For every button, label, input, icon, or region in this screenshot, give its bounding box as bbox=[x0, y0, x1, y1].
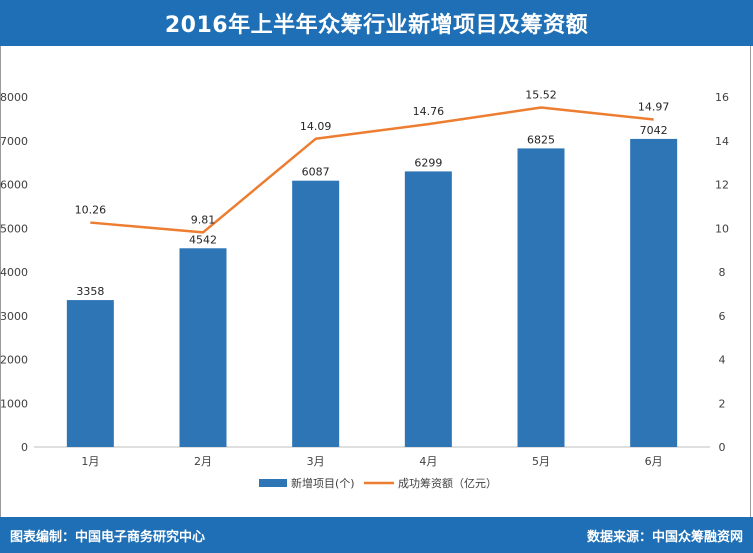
y-left-tick-label: 6000 bbox=[0, 179, 28, 192]
bar-3月 bbox=[292, 180, 340, 447]
bar-5月 bbox=[517, 148, 565, 447]
legend-bar-label: 新增项目(个) bbox=[291, 476, 355, 490]
bar-value-label: 4542 bbox=[189, 233, 217, 246]
line-value-label: 9.81 bbox=[191, 213, 216, 226]
y-left-tick-label: 2000 bbox=[0, 354, 28, 367]
y-right-tick-label: 4 bbox=[719, 354, 726, 367]
y-left-tick-label: 5000 bbox=[0, 222, 28, 235]
line-value-label: 14.76 bbox=[413, 105, 445, 118]
chart-area: 0 1000 2000 3000 4000 5000 6000 7000 8000 0 2 4 6 8 10… bbox=[0, 56, 753, 511]
bar-value-label: 7042 bbox=[640, 124, 668, 137]
bar-1月 bbox=[66, 300, 114, 447]
compiler-credit: 图表编制：中国电子商务研究中心 bbox=[10, 529, 206, 545]
line-value-label: 14.09 bbox=[300, 120, 332, 133]
x-tick-label: 5月 bbox=[532, 455, 550, 468]
y-left-tick-label: 1000 bbox=[0, 397, 28, 410]
line-value-label: 10.26 bbox=[75, 204, 107, 217]
bar-value-label: 6825 bbox=[527, 133, 555, 146]
y-right-tick-label: 6 bbox=[719, 310, 726, 323]
y-left-tick-label: 4000 bbox=[0, 266, 28, 279]
y-left-tick-label: 3000 bbox=[0, 310, 28, 323]
y-left-tick-label: 0 bbox=[21, 441, 28, 454]
x-tick-label: 2月 bbox=[194, 455, 212, 468]
bar-4月 bbox=[404, 171, 452, 447]
bar-value-label: 3358 bbox=[76, 285, 104, 298]
y-right-tick-label: 12 bbox=[715, 179, 729, 192]
x-tick-label: 4月 bbox=[419, 455, 437, 468]
source-credit: 数据来源：中国众筹融资网 bbox=[586, 529, 743, 545]
y-left-tick-label: 7000 bbox=[0, 135, 28, 148]
x-tick-label: 3月 bbox=[307, 455, 325, 468]
y-right-tick-label: 10 bbox=[715, 222, 729, 235]
chart-title: 2016年上半年众筹行业新增项目及筹资额 bbox=[164, 13, 589, 38]
y-right-tick-label: 8 bbox=[719, 266, 726, 279]
x-tick-label: 1月 bbox=[81, 455, 99, 468]
bar-2月 bbox=[179, 248, 227, 447]
y-right-tick-label: 16 bbox=[715, 91, 729, 104]
line-series-funding bbox=[90, 106, 654, 234]
y-right-tick-label: 0 bbox=[719, 441, 726, 454]
combo-chart: 0 1000 2000 3000 4000 5000 6000 7000 8000 0 2 4 6 8 10… bbox=[0, 89, 729, 491]
chart-header: 2016年上半年众筹行业新增项目及筹资额 bbox=[0, 0, 753, 46]
bar-value-label: 6299 bbox=[414, 156, 442, 169]
y-right-tick-label: 14 bbox=[715, 135, 729, 148]
y-right-tick-label: 2 bbox=[719, 397, 726, 410]
line-value-label: 14.97 bbox=[638, 101, 670, 114]
legend-line-label: 成功筹资额（亿元） bbox=[398, 476, 497, 490]
y-left-tick-label: 8000 bbox=[0, 91, 28, 104]
line-value-label: 15.52 bbox=[525, 89, 557, 102]
bar-6月 bbox=[630, 138, 678, 447]
legend-bar-swatch bbox=[259, 479, 287, 487]
bar-value-label: 6087 bbox=[302, 166, 330, 179]
x-tick-label: 6月 bbox=[645, 455, 663, 468]
chart-footer: 图表编制：中国电子商务研究中心 数据来源：中国众筹融资网 bbox=[0, 517, 753, 553]
